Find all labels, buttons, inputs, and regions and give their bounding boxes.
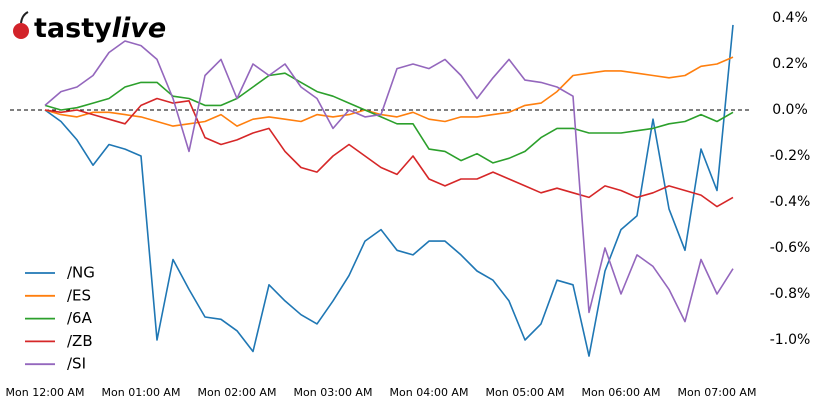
logo-text: tastylive [34, 13, 166, 44]
logo-tasty: tasty [34, 13, 112, 44]
x-tick-label: Mon 02:00 AM [198, 386, 277, 399]
x-tick-label: Mon 06:00 AM [582, 386, 661, 399]
logo: tastylive [13, 11, 166, 44]
logo-stem [20, 11, 29, 24]
y-tick-label: -0.4% [770, 194, 811, 210]
logo-cherry [13, 23, 29, 39]
series-line [44, 56, 734, 127]
logo-live: live [112, 13, 166, 44]
legend-label: /6A [67, 309, 93, 327]
legend-label: /SI [67, 355, 86, 373]
y-tick-label: -1.0% [770, 332, 811, 348]
x-tick-label: Mon 05:00 AM [486, 386, 565, 399]
y-tick-label: -0.6% [770, 240, 811, 256]
legend-label: /ES [67, 286, 91, 304]
x-tick-label: Mon 12:00 AM [6, 386, 85, 399]
series-line [44, 97, 734, 208]
x-tick-label: Mon 04:00 AM [390, 386, 469, 399]
series-line [44, 72, 734, 164]
y-tick-label: 0.4% [772, 10, 808, 26]
y-tick-label: 0.2% [772, 56, 808, 72]
series-line [44, 24, 734, 357]
y-tick-label: -0.2% [770, 148, 811, 164]
y-tick-label: 0.0% [772, 102, 808, 118]
series-line [44, 40, 734, 323]
y-tick-label: -0.8% [770, 286, 811, 302]
x-tick-label: Mon 03:00 AM [294, 386, 373, 399]
legend-label: /ZB [67, 332, 93, 350]
x-tick-label: Mon 07:00 AM [678, 386, 757, 399]
legend-label: /NG [67, 264, 95, 282]
x-tick-label: Mon 01:00 AM [102, 386, 181, 399]
